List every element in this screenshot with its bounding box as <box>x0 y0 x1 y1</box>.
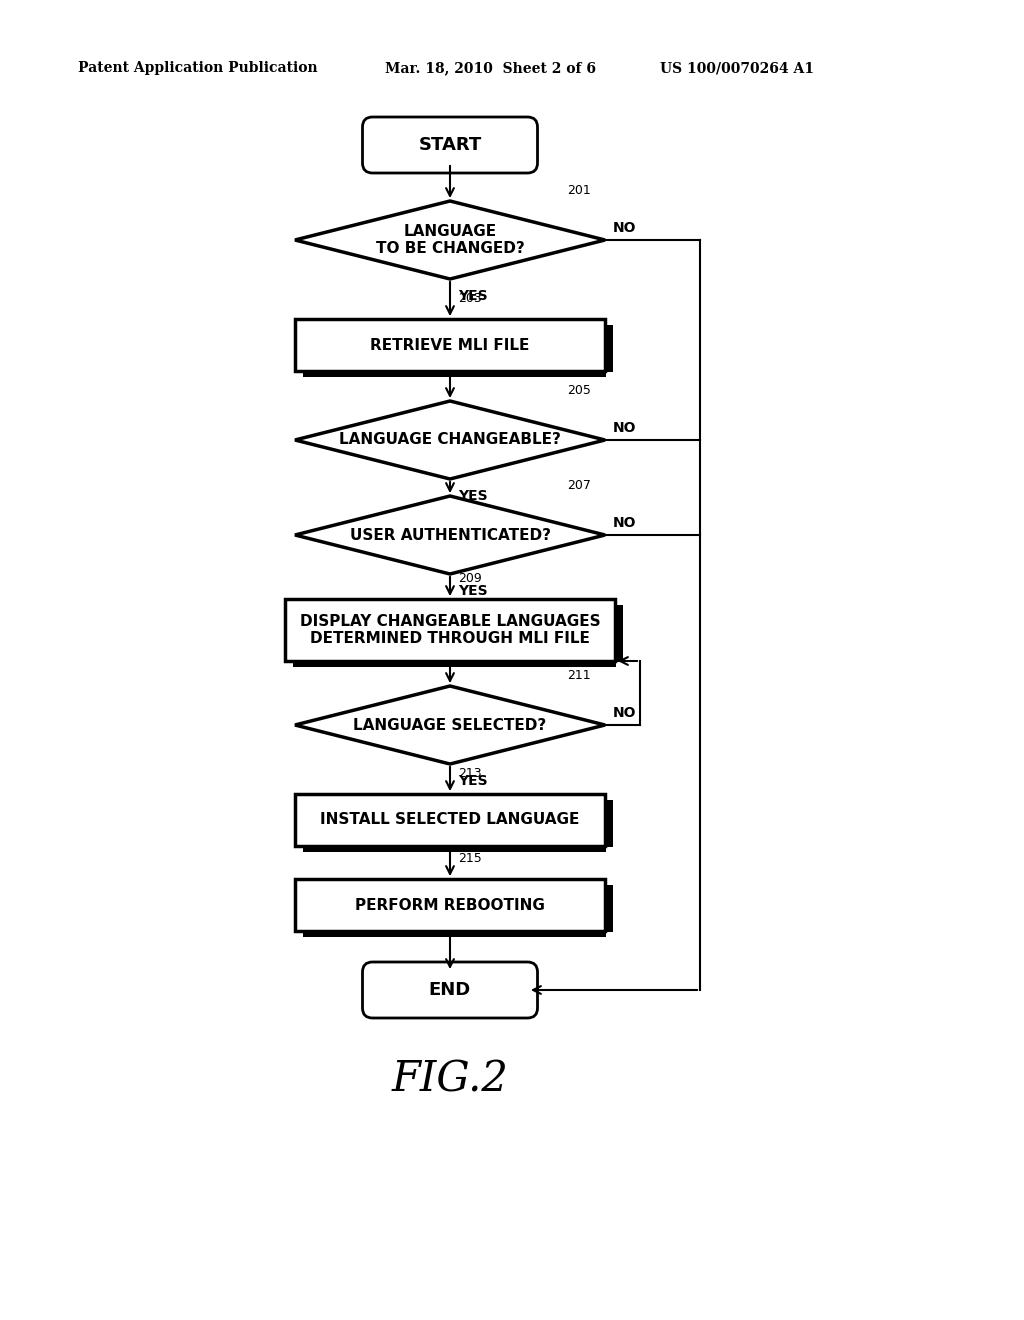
Text: PERFORM REBOOTING: PERFORM REBOOTING <box>355 898 545 912</box>
Text: 205: 205 <box>567 384 591 397</box>
Text: END: END <box>429 981 471 999</box>
Bar <box>605 884 613 932</box>
Bar <box>293 661 616 667</box>
Text: INSTALL SELECTED LANGUAGE: INSTALL SELECTED LANGUAGE <box>321 813 580 828</box>
Bar <box>605 325 613 372</box>
Text: NO: NO <box>613 516 637 531</box>
Text: YES: YES <box>458 289 487 304</box>
Text: DISPLAY CHANGEABLE LANGUAGES
DETERMINED THROUGH MLI FILE: DISPLAY CHANGEABLE LANGUAGES DETERMINED … <box>300 614 600 647</box>
Polygon shape <box>295 496 605 574</box>
Text: 209: 209 <box>458 572 481 585</box>
Bar <box>303 371 606 378</box>
Text: YES: YES <box>458 488 487 503</box>
Bar <box>295 795 605 846</box>
Text: LANGUAGE CHANGEABLE?: LANGUAGE CHANGEABLE? <box>339 433 561 447</box>
Bar <box>605 800 613 847</box>
Text: 211: 211 <box>567 669 591 682</box>
Text: USER AUTHENTICATED?: USER AUTHENTICATED? <box>349 528 551 543</box>
Text: YES: YES <box>458 774 487 788</box>
Text: LANGUAGE
TO BE CHANGED?: LANGUAGE TO BE CHANGED? <box>376 224 524 256</box>
Bar <box>295 319 605 371</box>
Text: US 100/0070264 A1: US 100/0070264 A1 <box>660 61 814 75</box>
FancyBboxPatch shape <box>362 117 538 173</box>
Bar <box>303 846 606 851</box>
Text: NO: NO <box>613 706 637 719</box>
Text: Mar. 18, 2010  Sheet 2 of 6: Mar. 18, 2010 Sheet 2 of 6 <box>385 61 596 75</box>
Text: NO: NO <box>613 421 637 436</box>
Bar <box>615 605 623 663</box>
Text: FIG.2: FIG.2 <box>391 1059 509 1101</box>
Text: Patent Application Publication: Patent Application Publication <box>78 61 317 75</box>
Polygon shape <box>295 686 605 764</box>
Text: 215: 215 <box>458 851 481 865</box>
Text: 203: 203 <box>458 292 481 305</box>
Text: START: START <box>419 136 481 154</box>
Bar <box>303 931 606 937</box>
Text: NO: NO <box>613 220 637 235</box>
Polygon shape <box>295 401 605 479</box>
Bar <box>295 879 605 931</box>
Bar <box>285 599 615 661</box>
Text: RETRIEVE MLI FILE: RETRIEVE MLI FILE <box>371 338 529 352</box>
Text: 207: 207 <box>567 479 591 492</box>
Text: 201: 201 <box>567 183 591 197</box>
Text: 213: 213 <box>458 767 481 780</box>
Text: YES: YES <box>458 583 487 598</box>
Text: LANGUAGE SELECTED?: LANGUAGE SELECTED? <box>353 718 547 733</box>
Polygon shape <box>295 201 605 279</box>
FancyBboxPatch shape <box>362 962 538 1018</box>
